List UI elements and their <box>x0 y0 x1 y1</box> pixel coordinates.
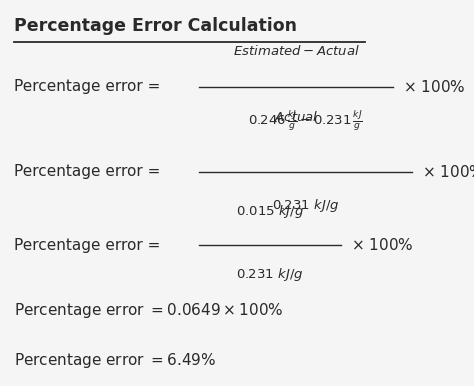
Text: $\times$ 100%: $\times$ 100% <box>422 164 474 180</box>
Text: Percentage error =: Percentage error = <box>14 164 161 179</box>
Text: $0.246\,\frac{\mathit{kJ}}{\mathit{g}}-0.231\,\frac{\mathit{kJ}}{\mathit{g}}$: $0.246\,\frac{\mathit{kJ}}{\mathit{g}}-0… <box>248 109 363 133</box>
Text: $0.231\ \mathit{kJ/g}$: $0.231\ \mathit{kJ/g}$ <box>272 197 339 214</box>
Text: $\times$ 100%: $\times$ 100% <box>351 237 413 253</box>
Text: $\mathit{Actual}$: $\mathit{Actual}$ <box>274 110 319 124</box>
Text: Percentage error =: Percentage error = <box>14 80 161 94</box>
Text: Percentage error $= 6.49\%$: Percentage error $= 6.49\%$ <box>14 351 217 371</box>
Text: $\mathit{0.231\ kJ/g}$: $\mathit{0.231\ kJ/g}$ <box>237 266 304 283</box>
Text: Percentage Error Calculation: Percentage Error Calculation <box>14 17 297 36</box>
Text: Percentage error $= 0.0649 \times 100\%$: Percentage error $= 0.0649 \times 100\%$ <box>14 301 284 320</box>
Text: $\mathit{0.015\ kJ/g}$: $\mathit{0.015\ kJ/g}$ <box>236 203 304 220</box>
Text: $\times$ 100%: $\times$ 100% <box>403 79 465 95</box>
Text: $\mathit{Estimated}-\mathit{Actual}$: $\mathit{Estimated}-\mathit{Actual}$ <box>233 44 360 58</box>
Text: Percentage error =: Percentage error = <box>14 238 161 252</box>
